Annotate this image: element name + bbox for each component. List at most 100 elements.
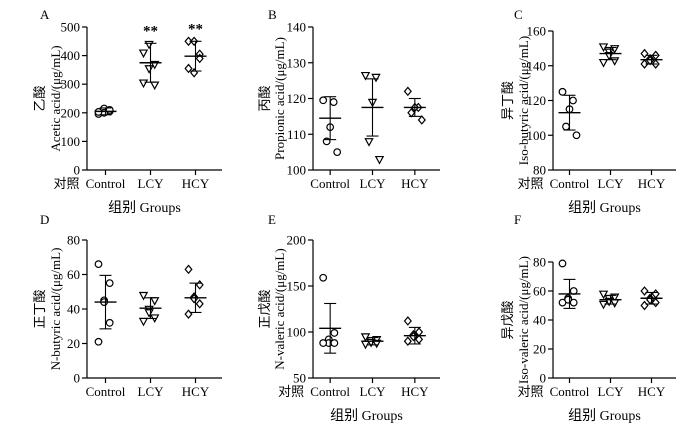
panel-letter: D [40,212,49,227]
x-tick-label: LCY [138,384,165,399]
data-point [145,66,152,73]
data-point [320,274,327,281]
x-tick-label: HCY [182,384,210,399]
panel-c: C80100120140160Control LCY HCY对照组别 Groups异… [500,7,676,216]
data-point [600,301,607,308]
data-point [600,60,607,67]
y-axis-title-en: N-butyric acid/(μg/mL) [48,248,63,371]
group-hcy [404,87,426,123]
y-tick-label: 60 [67,267,80,282]
x-tick-label: HCY [401,176,429,191]
x-tick-label: LCY [138,176,165,191]
y-tick-label: 130 [287,55,307,70]
y-axis-title-en: N-valeric acid/(μg/mL) [272,248,287,369]
y-tick-label: 110 [287,127,306,142]
data-point [419,116,426,124]
data-point [140,50,147,57]
data-point [196,281,203,289]
y-tick-label: 140 [287,20,307,35]
group-control [95,105,117,117]
data-point [563,123,570,130]
group-hcy [185,265,207,318]
x-prefix-label: 对照 [53,176,79,191]
y-axis-title-cn: 丙酸 [257,85,272,111]
y-tick-label: 100 [287,163,307,178]
group-lcy [362,334,384,348]
x-tick-label: LCY [360,384,387,399]
data-point [559,89,566,96]
y-axis-title-cn: 异戊酸 [500,300,515,339]
x-tick-label: LCY [360,176,387,191]
y-axis-title-en: Iso-valeric acid/(μg/mL) [516,256,531,384]
data-point [330,99,337,106]
y-tick-label: 60 [533,284,546,299]
data-point [140,318,147,325]
data-point [151,82,158,89]
y-tick-label: 500 [61,20,81,35]
group-lcy [600,291,622,308]
y-axis-title-en: Iso-butyric acid/(μg/mL) [516,36,531,165]
group-control [95,261,117,345]
y-axis-title-cn: 异丁酸 [500,81,515,120]
data-point [191,69,198,77]
data-point [559,260,566,267]
x-tick-label: LCY [598,176,625,191]
data-point [151,298,158,305]
x-tick-label: LCY [598,384,625,399]
data-point [106,320,113,327]
y-tick-label: 120 [287,91,307,106]
x-axis-title: 组别 Groups [568,408,641,424]
panel-b: B 100 110 120 130 140 Control LCY HCY 丙酸 Propionic… [257,7,440,191]
data-point [140,80,147,87]
data-point [106,280,113,287]
y-tick-label: 20 [67,336,80,351]
data-point [365,139,372,146]
x-prefix-label: 对照 [517,176,543,191]
x-tick-label: HCY [401,384,429,399]
data-point [611,300,618,307]
x-axis-title: 组别 Groups [108,200,181,216]
group-lcy: ** [140,23,162,89]
panel-letter: C [514,7,523,22]
y-tick-label: 80 [533,255,546,270]
data-point [570,299,577,306]
data-point [95,338,102,345]
x-tick-label: Control [86,176,126,191]
data-point [145,41,152,48]
y-axis-title-cn: 乙酸 [32,85,47,111]
data-point [641,50,648,58]
data-point [611,58,618,65]
data-point [95,261,102,268]
y-tick-label: 150 [287,279,307,294]
y-tick-label: 40 [533,313,546,328]
group-lcy [140,293,162,326]
data-point [185,265,192,273]
group-lcy [362,73,384,164]
group-hcy [404,317,426,345]
y-tick-label: 300 [61,77,81,92]
panel-letter: F [514,212,521,227]
x-prefix-label: 对照 [517,384,543,399]
y-tick-label: 0 [74,371,81,386]
significance-label: ** [188,21,203,37]
group-hcy [641,287,663,309]
data-point [372,74,379,81]
x-tick-label: HCY [182,176,210,191]
panel-letter: A [40,7,50,22]
x-tick-label: Control [550,176,590,191]
x-prefix-label: 对照 [278,384,304,399]
data-point [405,317,412,325]
x-tick-label: Control [310,176,350,191]
x-axis-title: 组别 Groups [568,200,641,216]
y-axis-title-cn: 正戊酸 [257,289,272,328]
group-lcy [600,44,622,66]
y-tick-label: 20 [533,342,546,357]
y-tick-label: 200 [61,105,81,120]
data-point [376,157,383,164]
data-point [641,287,648,295]
significance-label: ** [143,23,158,39]
y-tick-label: 200 [287,233,307,248]
